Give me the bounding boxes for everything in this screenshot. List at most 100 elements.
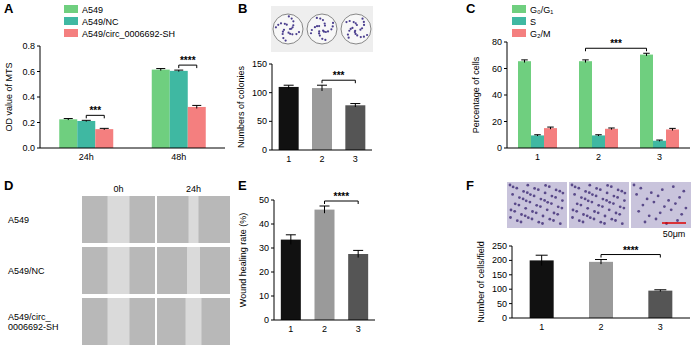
cell xyxy=(618,213,621,216)
colony xyxy=(319,34,321,36)
cell xyxy=(680,213,683,216)
legend-swatch xyxy=(512,29,526,37)
cell xyxy=(509,184,512,187)
cell xyxy=(574,186,577,189)
y-tick xyxy=(504,42,507,43)
figure: A0.00.20.40.60.8OD value of MTS24h48hA54… xyxy=(0,0,700,349)
cell xyxy=(642,204,645,207)
y-tick-label: 40 xyxy=(492,90,502,100)
cell xyxy=(540,198,543,201)
plot-area xyxy=(59,69,206,148)
row-label: A549/circ_0006692-SH xyxy=(8,312,59,332)
colony xyxy=(285,39,287,41)
cell xyxy=(678,196,681,199)
cell xyxy=(520,213,523,216)
cell xyxy=(623,199,626,202)
colony xyxy=(347,33,349,35)
cell xyxy=(518,204,521,207)
colony xyxy=(322,30,324,32)
panel-letter: C xyxy=(466,1,476,16)
wound-gap xyxy=(187,247,200,294)
colony xyxy=(323,31,325,33)
panel-letter: D xyxy=(4,178,13,193)
error-bar xyxy=(654,290,666,292)
x-axis xyxy=(507,148,690,149)
x-axis xyxy=(512,318,690,319)
colony xyxy=(277,24,279,26)
cell xyxy=(533,187,536,190)
error-bar xyxy=(608,128,615,130)
x-tick-label: 3 xyxy=(356,324,361,334)
y-tick-label: 0 xyxy=(264,315,269,325)
colony xyxy=(356,34,358,36)
cell xyxy=(655,218,658,221)
wound-gap xyxy=(186,298,202,345)
cell xyxy=(599,221,602,224)
cell xyxy=(633,184,636,187)
y-tick-label: 20 xyxy=(492,117,502,127)
cell xyxy=(674,202,677,205)
colony xyxy=(332,25,334,27)
error-bar xyxy=(284,85,294,88)
cell xyxy=(524,214,527,217)
colony xyxy=(322,19,324,21)
cell xyxy=(575,210,578,213)
y-tick-label: 100 xyxy=(492,284,507,294)
cell xyxy=(682,190,685,193)
colony xyxy=(282,37,284,39)
y-axis-label: Number of cells/field xyxy=(476,241,486,323)
colony xyxy=(319,17,321,19)
x-tick-label: 2 xyxy=(319,154,324,164)
row-label-line: A549 xyxy=(8,215,29,225)
cell xyxy=(526,184,529,187)
bar xyxy=(544,128,557,148)
x-tick-label: 3 xyxy=(353,154,358,164)
column-label: 0h xyxy=(113,184,123,194)
row-label: A549 xyxy=(8,215,29,225)
colony xyxy=(363,21,365,23)
y-tick xyxy=(37,71,40,72)
cell xyxy=(543,199,546,202)
cell xyxy=(514,202,517,205)
colony xyxy=(360,36,362,38)
colony xyxy=(332,22,334,24)
cell xyxy=(546,208,549,211)
y-tick xyxy=(509,246,512,247)
cell xyxy=(555,189,558,192)
y-tick-label: 100 xyxy=(252,88,267,98)
cell xyxy=(584,190,587,193)
y-axis-label: OD value of MTS xyxy=(4,62,14,131)
cell xyxy=(591,201,594,204)
wound-photo xyxy=(82,298,155,345)
y-tick xyxy=(271,296,274,297)
cell xyxy=(544,192,547,195)
panel-letter: B xyxy=(238,1,247,16)
bar xyxy=(312,88,332,150)
colony xyxy=(284,23,286,25)
colony xyxy=(298,31,300,33)
y-tick xyxy=(509,289,512,290)
colony xyxy=(282,33,284,35)
y-axis xyxy=(272,64,273,150)
photo xyxy=(271,6,373,52)
cell xyxy=(548,218,551,221)
y-tick-label: 50 xyxy=(257,116,267,126)
cell xyxy=(650,191,653,194)
y-tick xyxy=(269,92,272,93)
y-tick-label: 150 xyxy=(252,59,267,69)
bar xyxy=(579,61,592,148)
colony xyxy=(314,26,316,28)
cell xyxy=(548,185,551,188)
cell xyxy=(529,201,532,204)
legend-label: G₂/M xyxy=(530,29,551,39)
x-tick-label: 1 xyxy=(288,324,293,334)
y-tick xyxy=(271,272,274,273)
cell xyxy=(608,208,611,211)
plot-area xyxy=(281,206,368,320)
cell xyxy=(646,198,649,201)
bar xyxy=(666,129,679,148)
colony xyxy=(348,37,350,39)
plot-area xyxy=(518,53,679,148)
cell xyxy=(552,219,555,222)
photo-bg xyxy=(631,182,691,228)
